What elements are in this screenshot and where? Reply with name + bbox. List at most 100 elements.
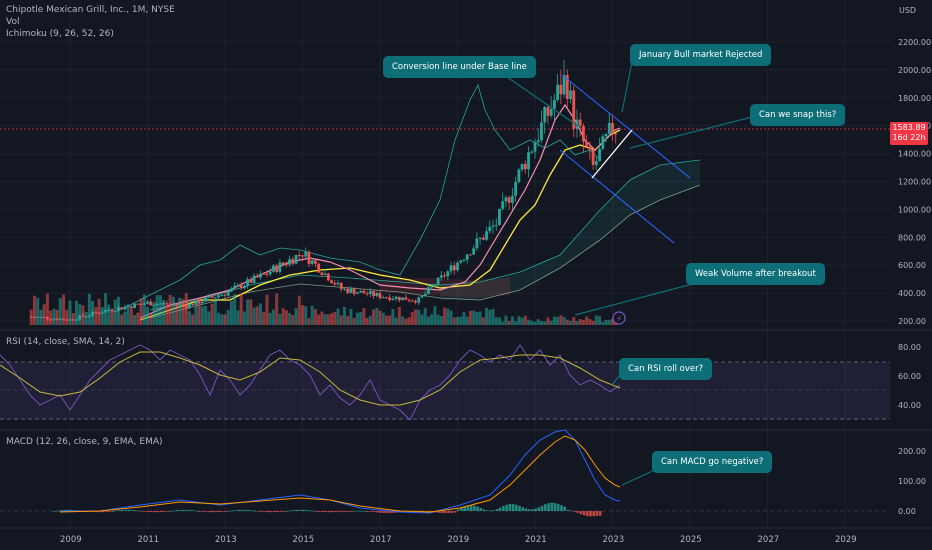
candle-body xyxy=(501,201,505,209)
macd-bar xyxy=(208,511,211,513)
event-marker[interactable] xyxy=(612,311,626,325)
volume-bar xyxy=(239,293,243,325)
rising-trendline[interactable] xyxy=(591,129,633,179)
macd-bar xyxy=(489,510,492,512)
volume-bar xyxy=(87,293,91,325)
volume-bar xyxy=(578,319,582,325)
candle-body xyxy=(314,260,317,264)
macd-bar xyxy=(573,511,576,512)
time-tick-label: 2013 xyxy=(215,535,237,545)
volume-bar xyxy=(436,314,440,325)
volume-bar xyxy=(601,321,605,325)
volume-bar xyxy=(304,306,308,325)
annotation-macd[interactable]: Can MACD go negative? xyxy=(652,451,773,473)
macd-axis[interactable]: 200.00 100.00 0.00 xyxy=(898,447,926,516)
macd-bar xyxy=(153,511,156,513)
volume-bar xyxy=(459,316,463,325)
candle-body xyxy=(171,304,175,306)
macd-bar xyxy=(117,510,121,512)
volume-bar xyxy=(107,304,111,325)
macd-bar xyxy=(314,511,318,512)
macd-bar xyxy=(527,509,531,511)
macd-bar xyxy=(150,511,153,513)
candle-body xyxy=(601,136,605,149)
candle-body xyxy=(397,296,401,301)
annotation-volume[interactable]: Weak Volume after breakout xyxy=(686,263,825,285)
macd-bar xyxy=(476,506,479,511)
candle-body xyxy=(407,299,411,301)
annotation-january[interactable]: January Bull market Rejected xyxy=(630,44,772,66)
price-tick-label: 200.00 xyxy=(898,317,926,326)
macd-bar xyxy=(159,511,163,513)
macd-bar xyxy=(547,503,550,511)
time-axis[interactable]: 2009 2011 2013 2015 2017 2019 2021 2023 2025 2027… xyxy=(60,535,857,545)
candle-body xyxy=(217,295,220,298)
volume-bar xyxy=(449,310,453,325)
volume-bar xyxy=(226,309,230,325)
volume-bar xyxy=(110,309,114,325)
macd-bar xyxy=(340,511,344,513)
candle-body xyxy=(420,295,424,298)
macd-tick-label: 200.00 xyxy=(898,447,926,456)
volume-bar xyxy=(265,294,269,325)
candle-body xyxy=(559,84,563,95)
candle-body xyxy=(291,259,295,264)
candle-body xyxy=(133,303,136,309)
candle-body xyxy=(55,318,59,320)
macd-bar xyxy=(469,505,473,511)
volume-bar xyxy=(149,313,153,325)
candle-body xyxy=(162,303,166,305)
volume-bar xyxy=(465,316,469,325)
legend-rsi[interactable]: RSI (14, close, SMA, 14, 2) xyxy=(6,337,125,347)
volume-bar xyxy=(439,316,443,325)
annotation-rsi[interactable]: Can RSI roll over? xyxy=(619,358,713,380)
macd-bar xyxy=(550,502,554,511)
candle-body xyxy=(436,277,440,286)
macd-bar xyxy=(479,507,483,511)
volume-bar xyxy=(32,295,36,325)
volume-bar xyxy=(187,311,191,325)
candle-body xyxy=(343,288,346,290)
candle-body xyxy=(284,264,288,266)
macd-bar xyxy=(560,505,563,511)
volume-bar xyxy=(333,311,337,325)
candle-body xyxy=(475,238,479,249)
candle-body xyxy=(178,304,182,306)
macd-bar xyxy=(311,510,315,512)
macd-bar xyxy=(256,511,260,512)
macd-bar xyxy=(192,510,195,512)
candle-body xyxy=(523,163,527,170)
annotation-conversion[interactable]: Conversion line under Base line xyxy=(383,56,536,78)
candle-body xyxy=(45,317,49,320)
macd-bar xyxy=(482,509,486,511)
candle-body xyxy=(78,315,82,320)
trend-channel-lower[interactable] xyxy=(559,149,675,244)
candle-body xyxy=(304,251,308,257)
macd-bar xyxy=(298,509,302,511)
candle-body xyxy=(607,122,611,134)
legend-vol[interactable]: Vol xyxy=(6,17,20,27)
macd-bar xyxy=(317,511,321,512)
candle-body xyxy=(165,303,169,305)
candle-body xyxy=(320,272,324,275)
candle-body xyxy=(494,224,498,226)
legend-symbol[interactable]: Chipotle Mexican Grill, Inc., 1M, NYSE xyxy=(6,5,175,15)
volume-bar xyxy=(310,305,314,325)
candle-body xyxy=(226,291,230,296)
legend-macd[interactable]: MACD (12, 26, close, 9, EMA, EMA) xyxy=(6,437,163,447)
candle-body xyxy=(297,255,301,257)
macd-bar xyxy=(495,509,499,511)
volume-bar xyxy=(142,294,146,325)
macd-bar xyxy=(250,510,253,512)
price-axis[interactable]: 2200.002000.001800.001600.001400.001200.… xyxy=(898,38,931,326)
volume-bar xyxy=(481,317,485,325)
legend-ichimoku[interactable]: Ichimoku (9, 26, 52, 26) xyxy=(6,29,114,39)
pointer-volume xyxy=(574,281,701,316)
candle-body xyxy=(459,260,463,263)
macd-bar xyxy=(511,504,515,511)
rsi-axis[interactable]: 80.00 60.00 40.00 xyxy=(898,343,921,410)
trend-channel-upper[interactable] xyxy=(561,74,691,179)
macd-bar xyxy=(156,511,160,513)
annotation-snap[interactable]: Can we snap this? xyxy=(750,104,846,126)
lightning-icon: ⚡ xyxy=(616,315,622,325)
